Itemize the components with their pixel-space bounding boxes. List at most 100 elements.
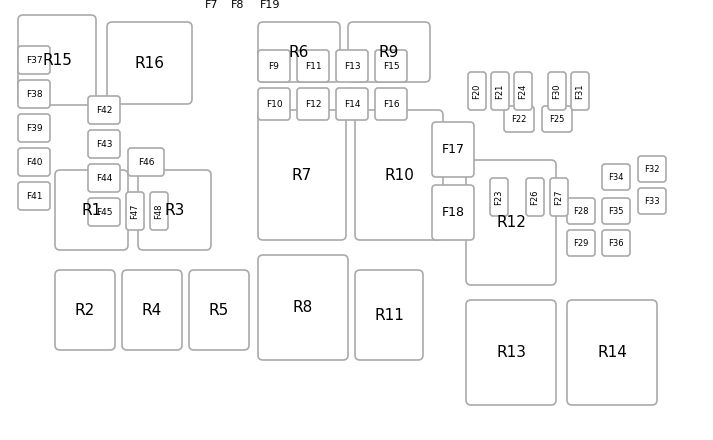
FancyBboxPatch shape xyxy=(18,46,50,74)
Text: R5: R5 xyxy=(209,303,229,318)
Text: F29: F29 xyxy=(573,238,589,247)
FancyBboxPatch shape xyxy=(18,15,96,105)
FancyBboxPatch shape xyxy=(88,198,120,226)
FancyBboxPatch shape xyxy=(18,114,50,142)
Text: F17: F17 xyxy=(441,143,464,156)
Text: F13: F13 xyxy=(344,62,360,70)
Text: R10: R10 xyxy=(384,168,414,183)
FancyBboxPatch shape xyxy=(491,72,509,110)
FancyBboxPatch shape xyxy=(375,88,407,120)
Text: R9: R9 xyxy=(379,44,399,59)
Text: F30: F30 xyxy=(553,83,562,99)
FancyBboxPatch shape xyxy=(258,22,340,82)
Text: F41: F41 xyxy=(26,191,42,201)
Text: R11: R11 xyxy=(374,308,404,323)
Text: F8: F8 xyxy=(231,0,245,10)
Text: R16: R16 xyxy=(135,55,165,70)
FancyBboxPatch shape xyxy=(18,182,50,210)
FancyBboxPatch shape xyxy=(638,156,666,182)
FancyBboxPatch shape xyxy=(138,170,211,250)
FancyBboxPatch shape xyxy=(88,164,120,192)
FancyBboxPatch shape xyxy=(567,198,595,224)
FancyBboxPatch shape xyxy=(548,72,566,110)
FancyBboxPatch shape xyxy=(297,50,329,82)
Text: F11: F11 xyxy=(304,62,322,70)
FancyBboxPatch shape xyxy=(88,96,120,124)
FancyBboxPatch shape xyxy=(504,106,534,132)
FancyBboxPatch shape xyxy=(638,188,666,214)
FancyBboxPatch shape xyxy=(375,50,407,82)
Text: R7: R7 xyxy=(292,168,312,183)
Text: F44: F44 xyxy=(96,173,112,183)
FancyBboxPatch shape xyxy=(602,230,630,256)
FancyBboxPatch shape xyxy=(258,255,348,360)
Text: F21: F21 xyxy=(496,83,505,99)
Text: F32: F32 xyxy=(645,165,660,173)
Text: F9: F9 xyxy=(269,62,279,70)
Text: F42: F42 xyxy=(96,106,112,114)
FancyBboxPatch shape xyxy=(55,270,115,350)
Text: F31: F31 xyxy=(575,83,585,99)
FancyBboxPatch shape xyxy=(542,106,572,132)
Text: F37: F37 xyxy=(26,55,42,65)
FancyBboxPatch shape xyxy=(355,270,423,360)
Text: F39: F39 xyxy=(26,124,42,132)
FancyBboxPatch shape xyxy=(126,192,144,230)
Text: F46: F46 xyxy=(138,158,154,166)
FancyBboxPatch shape xyxy=(258,50,290,82)
Text: R6: R6 xyxy=(289,44,309,59)
FancyBboxPatch shape xyxy=(18,80,50,108)
Text: F47: F47 xyxy=(130,203,140,219)
FancyBboxPatch shape xyxy=(122,270,182,350)
Text: R15: R15 xyxy=(42,52,72,67)
Text: F48: F48 xyxy=(155,203,163,219)
Text: F23: F23 xyxy=(495,189,503,205)
Text: F7: F7 xyxy=(205,0,219,10)
Text: R3: R3 xyxy=(164,202,185,217)
FancyBboxPatch shape xyxy=(55,170,128,250)
FancyBboxPatch shape xyxy=(526,178,544,216)
FancyBboxPatch shape xyxy=(150,192,168,230)
FancyBboxPatch shape xyxy=(514,72,532,110)
Text: R2: R2 xyxy=(75,303,95,318)
FancyBboxPatch shape xyxy=(432,185,474,240)
Text: F27: F27 xyxy=(555,189,563,205)
Text: F22: F22 xyxy=(511,114,527,124)
Text: F20: F20 xyxy=(473,83,481,99)
Text: F19: F19 xyxy=(260,0,280,10)
Text: F36: F36 xyxy=(608,238,624,247)
FancyBboxPatch shape xyxy=(355,110,443,240)
Text: F12: F12 xyxy=(304,99,322,109)
FancyBboxPatch shape xyxy=(258,88,290,120)
Text: F35: F35 xyxy=(608,206,624,216)
FancyBboxPatch shape xyxy=(336,88,368,120)
Text: R1: R1 xyxy=(81,202,102,217)
Text: F24: F24 xyxy=(518,83,528,99)
Text: F14: F14 xyxy=(344,99,360,109)
FancyBboxPatch shape xyxy=(88,130,120,158)
FancyBboxPatch shape xyxy=(571,72,589,110)
FancyBboxPatch shape xyxy=(348,22,430,82)
FancyBboxPatch shape xyxy=(490,178,508,216)
FancyBboxPatch shape xyxy=(466,300,556,405)
FancyBboxPatch shape xyxy=(468,72,486,110)
Text: F18: F18 xyxy=(441,206,464,219)
Text: F10: F10 xyxy=(266,99,282,109)
Text: F34: F34 xyxy=(608,172,624,181)
Text: F38: F38 xyxy=(26,89,42,99)
Text: F43: F43 xyxy=(96,139,112,149)
Text: R4: R4 xyxy=(142,303,162,318)
FancyBboxPatch shape xyxy=(602,198,630,224)
FancyBboxPatch shape xyxy=(567,300,657,405)
Text: F25: F25 xyxy=(549,114,565,124)
Text: R12: R12 xyxy=(496,215,526,230)
Text: F26: F26 xyxy=(530,189,540,205)
FancyBboxPatch shape xyxy=(567,230,595,256)
Text: F45: F45 xyxy=(96,208,112,216)
FancyBboxPatch shape xyxy=(18,148,50,176)
Text: F33: F33 xyxy=(644,197,660,205)
FancyBboxPatch shape xyxy=(128,148,164,176)
FancyBboxPatch shape xyxy=(466,160,556,285)
Text: R14: R14 xyxy=(597,345,627,360)
Text: F16: F16 xyxy=(383,99,399,109)
